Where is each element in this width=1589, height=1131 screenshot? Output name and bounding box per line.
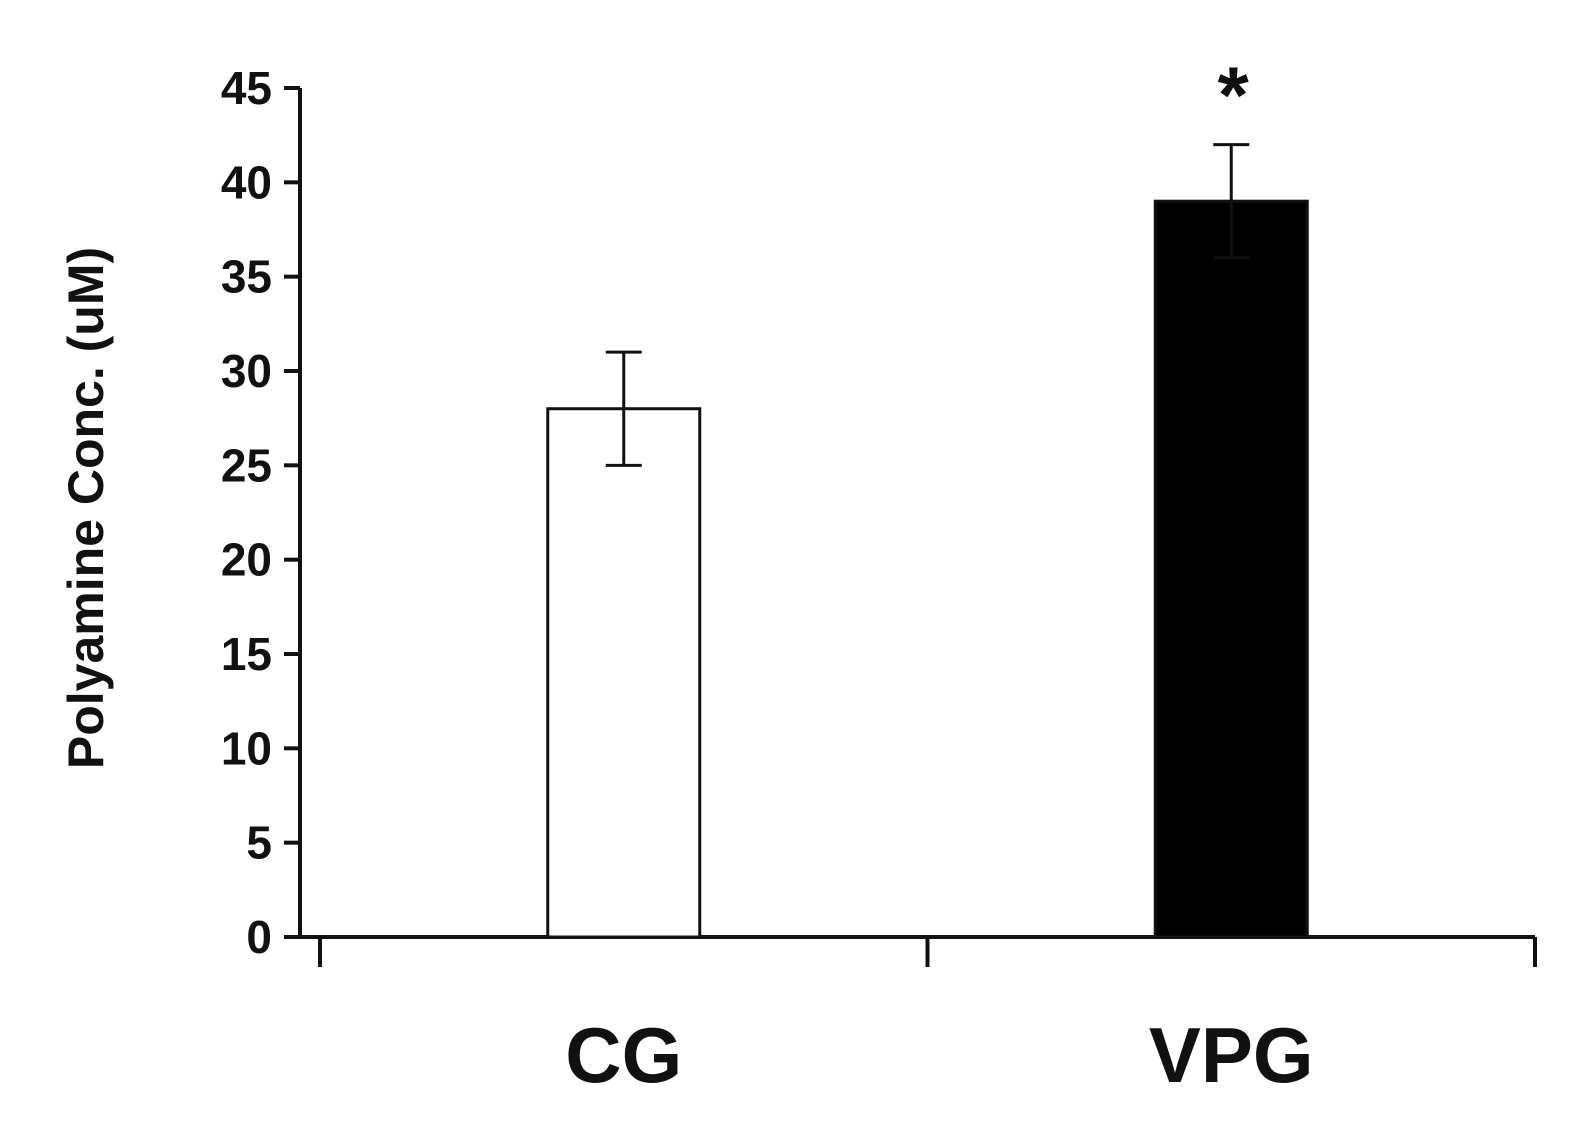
significance-marker: * <box>1218 51 1250 140</box>
y-axis-label: Polyamine Conc. (uM) <box>58 247 114 769</box>
y-tick-label: 10 <box>221 722 272 774</box>
plot-area: 0 5 10 15 20 25 30 35 40 45 CG VPG * <box>221 51 1537 1099</box>
y-tick-label: 5 <box>246 817 272 869</box>
y-tick-label: 30 <box>221 345 272 397</box>
y-tick-label: 20 <box>221 534 272 586</box>
y-tick-label: 40 <box>221 156 272 208</box>
bar-vpg <box>1153 199 1309 939</box>
y-tick-label: 35 <box>221 251 272 303</box>
x-tick-label-vpg: VPG <box>1149 1011 1314 1099</box>
bar-cg <box>546 407 702 939</box>
y-tick-label: 0 <box>246 911 272 963</box>
y-tick-label: 25 <box>221 439 272 491</box>
y-tick-label: 15 <box>221 628 272 680</box>
y-tick-label: 45 <box>221 62 272 114</box>
x-tick-label-cg: CG <box>565 1011 682 1099</box>
